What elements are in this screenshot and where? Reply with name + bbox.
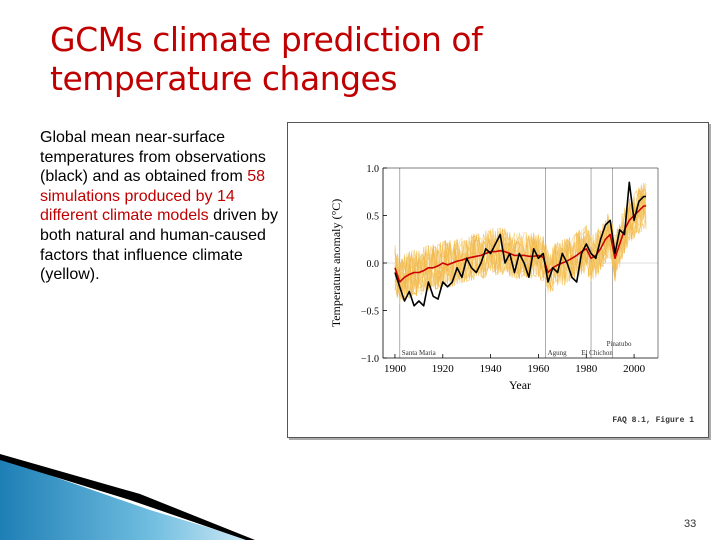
- x-tick-label-3: 1960: [527, 363, 550, 375]
- x-tick-label-0: 1900: [384, 363, 407, 375]
- volcano-label-3: Pinatubo: [607, 340, 632, 348]
- x-tick-label-4: 1980: [575, 363, 598, 375]
- observations: [394, 181, 646, 307]
- volcano-label-0: Santa Maria: [402, 349, 437, 357]
- y-tick-label-3: −0.5: [361, 307, 379, 318]
- title-line-2: temperature changes: [50, 59, 398, 98]
- x-tick-label-1: 1920: [432, 363, 455, 375]
- body-text-part-2: driven by both natural and human-caused …: [40, 207, 279, 284]
- y-axis-label: Temperature anomaly (°C): [329, 199, 343, 328]
- x-tick-label-5: 2000: [623, 363, 646, 375]
- model-mean: [394, 205, 646, 283]
- y-tick-label-1: 0.5: [367, 212, 380, 223]
- title-line-1: GCMs climate prediction of: [50, 20, 483, 59]
- body-text: Global mean near-surface temperatures fr…: [40, 128, 280, 285]
- volcano-label-2: El Chichon: [581, 349, 613, 357]
- x-tick-label-2: 1940: [480, 363, 503, 375]
- page-number: 33: [684, 518, 697, 530]
- body-text-part-1: Global mean near-surface temperatures fr…: [40, 129, 266, 186]
- model-mean-line: [394, 205, 646, 283]
- figure-caption: FAQ 8.1, Figure 1: [612, 416, 694, 425]
- figure-frame: Santa Maria Agung El Chichon Pinatubo 1.0 0.…: [287, 122, 709, 438]
- observations-line: [394, 181, 646, 307]
- model-run-line-18: [394, 184, 647, 298]
- volcano-label-1: Agung: [548, 349, 568, 357]
- model-run-line-21: [394, 189, 647, 296]
- y-tick-label-4: −1.0: [361, 354, 379, 365]
- axes: 1.0 0.5 0.0 −0.5 −1.0 1900 1920 1940 1960 1980 200…: [361, 164, 659, 375]
- body-text-highlight: 58 simulations produced by 14 different …: [40, 168, 266, 225]
- model-runs: [394, 182, 647, 305]
- x-axis-label: Year: [509, 378, 531, 392]
- slide-title: GCMs climate prediction of temperature c…: [50, 20, 610, 98]
- y-tick-label-2: 0.0: [367, 259, 380, 270]
- y-tick-label-0: 1.0: [367, 164, 380, 175]
- footer-decoration: [0, 454, 255, 540]
- axis-labels: Year Temperature anomaly (°C) FAQ 8.1, F…: [329, 199, 694, 425]
